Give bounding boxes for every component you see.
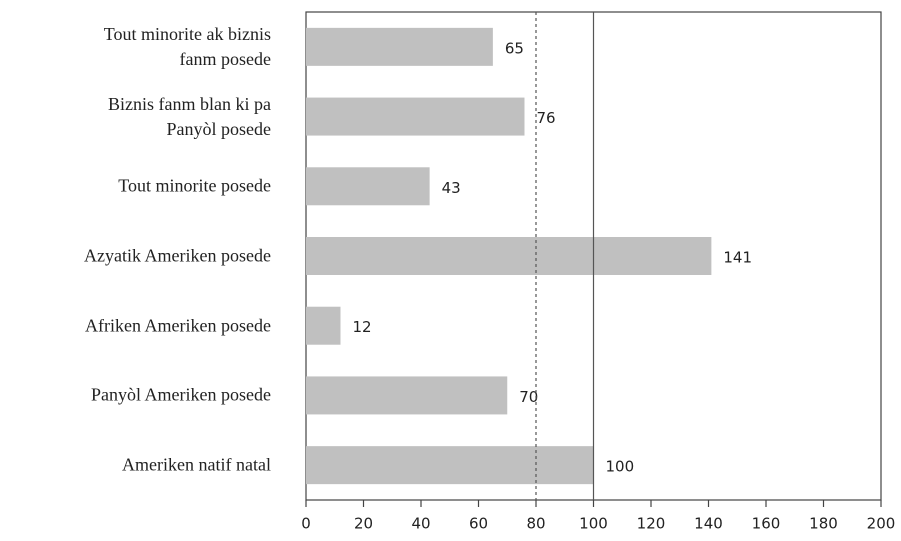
x-tick-label: 0	[301, 515, 311, 533]
bar	[306, 446, 594, 485]
value-label: 43	[442, 179, 461, 197]
x-tick-label: 40	[411, 515, 430, 533]
x-tick-label: 120	[637, 515, 666, 533]
value-label: 70	[519, 388, 538, 406]
x-tick-label: 140	[694, 515, 723, 533]
category-label: Afriken Ameriken posede	[85, 315, 271, 336]
bar	[306, 376, 508, 415]
bar	[306, 237, 712, 275]
x-tick-label: 200	[867, 515, 896, 533]
bar	[306, 97, 525, 136]
x-tick-label: 60	[469, 515, 488, 533]
x-tick-label: 80	[526, 515, 545, 533]
value-label: 12	[353, 318, 372, 336]
bar	[306, 306, 341, 345]
x-tick-label: 20	[354, 515, 373, 533]
value-label: 76	[537, 109, 556, 127]
x-tick-label: 160	[752, 515, 781, 533]
bar	[306, 27, 493, 66]
x-tick-label: 100	[579, 515, 608, 533]
category-label: Tout minorite ak biznis fanm posede	[103, 23, 271, 69]
category-label: Panyòl Ameriken posede	[91, 384, 271, 405]
x-tick-label: 180	[809, 515, 838, 533]
category-label: Tout minorite posede	[118, 175, 271, 196]
value-label: 141	[723, 249, 752, 267]
category-label: Biznis fanm blan ki pa Panyòl posede	[108, 93, 271, 139]
value-label: 65	[505, 39, 524, 57]
category-label: Azyatik Ameriken posede	[84, 245, 271, 266]
value-label: 100	[606, 458, 635, 476]
bar	[306, 167, 430, 206]
category-label: Ameriken natif natal	[122, 454, 271, 475]
